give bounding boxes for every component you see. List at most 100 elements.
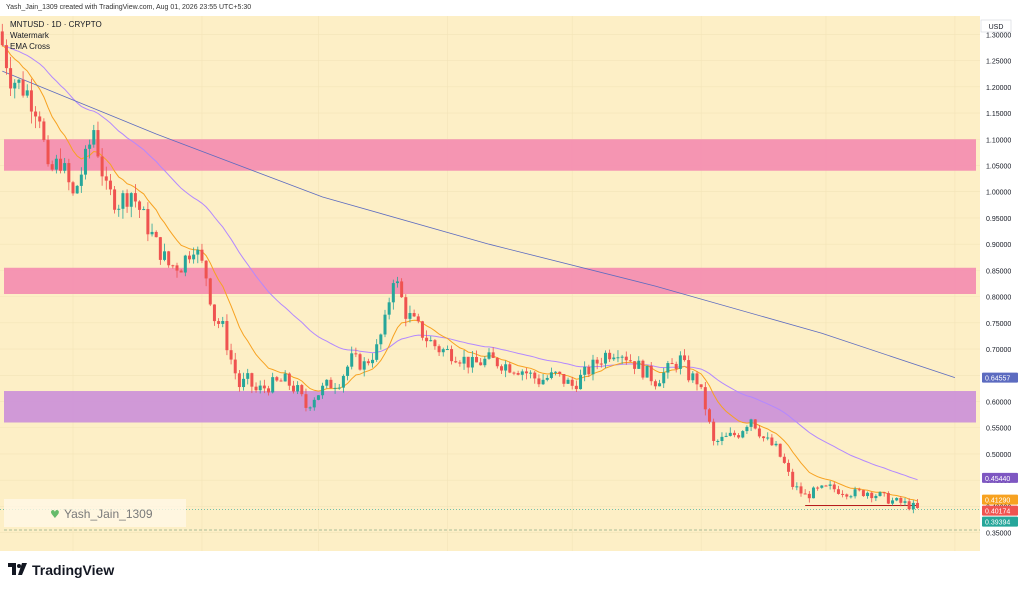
- candle-body: [4, 45, 8, 69]
- candle-body: [117, 208, 121, 210]
- ema-200-line: [2, 70, 956, 378]
- candle-body: [34, 111, 38, 117]
- candle-body: [466, 356, 470, 368]
- candle-body: [383, 314, 387, 335]
- candle-body: [799, 486, 803, 494]
- candle-body: [21, 79, 25, 96]
- candle-body: [595, 359, 599, 364]
- candle-body: [138, 201, 142, 210]
- candle-body: [13, 82, 17, 89]
- candle-body: [608, 352, 612, 360]
- candle-body: [816, 487, 820, 489]
- candle-body: [88, 144, 92, 149]
- candle-body: [886, 493, 890, 504]
- price-label-box: [982, 372, 1018, 383]
- candle-body: [674, 363, 678, 369]
- tradingview-logo-icon: [8, 562, 28, 578]
- candle-body: [878, 492, 882, 496]
- candle-body: [757, 428, 761, 437]
- candle-body: [325, 379, 329, 386]
- candle-body: [504, 364, 508, 371]
- candle-body: [75, 185, 79, 194]
- candle-body: [541, 379, 545, 385]
- candle-body: [599, 363, 603, 365]
- brand-name: TradingView: [32, 562, 115, 578]
- candle-body: [158, 237, 162, 260]
- candle-body: [687, 360, 691, 381]
- chart-caption: Yash_Jain_1309 created with TradingView.…: [6, 4, 252, 11]
- candle-body: [433, 340, 437, 347]
- candle-body: [795, 486, 799, 488]
- candle-body: [454, 361, 458, 363]
- candle-body: [845, 494, 849, 497]
- candle-body: [441, 349, 445, 353]
- y-tick-label: 1.00000: [986, 190, 1011, 197]
- candle-body: [803, 493, 807, 495]
- candles-layer: [0, 23, 919, 514]
- y-tick-label: 0.60000: [986, 400, 1011, 407]
- candle-body: [866, 492, 870, 497]
- candle-body: [308, 407, 312, 409]
- candle-body: [566, 379, 570, 384]
- y-tick-label: 0.75000: [986, 321, 1011, 328]
- candle-body: [591, 359, 595, 375]
- symbol-legend[interactable]: MNTUSD · 1D · CRYPTO: [10, 20, 102, 29]
- candle-body: [836, 489, 840, 494]
- candle-body: [782, 456, 786, 463]
- candle-body: [745, 426, 749, 432]
- currency-label[interactable]: USD: [989, 24, 1004, 31]
- candle-body: [911, 502, 915, 510]
- candle-body: [133, 193, 137, 202]
- candle-body: [666, 363, 670, 373]
- candle-body: [412, 313, 416, 317]
- candle-body: [658, 383, 662, 387]
- price-label-text: 0.45440: [985, 476, 1010, 483]
- price-chart[interactable]: 1.30000 1.25000 1.20000 1.15000 1.10000 1.050…: [0, 16, 1024, 556]
- indicator-legend-watermark[interactable]: Watermark: [10, 31, 49, 40]
- candle-body: [183, 255, 187, 273]
- support-zone[interactable]: [4, 391, 976, 423]
- candle-body: [807, 493, 811, 499]
- candle-body: [495, 357, 499, 367]
- ema-short-line: [1, 44, 918, 502]
- candle-body: [895, 497, 899, 501]
- candle-body: [683, 355, 687, 361]
- candle-body: [79, 174, 83, 186]
- candle-body: [616, 357, 620, 359]
- candle-body: [246, 373, 250, 379]
- candle-body: [882, 492, 886, 494]
- candle-body: [212, 304, 216, 322]
- watermark-box: [4, 499, 186, 527]
- candle-body: [691, 373, 695, 381]
- candle-body: [258, 385, 262, 391]
- candle-body: [524, 371, 528, 374]
- candle-body: [346, 366, 350, 376]
- candle-body: [716, 440, 720, 442]
- candle-body: [641, 360, 645, 378]
- candle-body: [42, 121, 46, 141]
- candle-body: [59, 158, 63, 171]
- candle-body: [192, 254, 196, 260]
- candle-body: [762, 436, 766, 439]
- candle-body: [678, 355, 682, 369]
- watermark-text: Yash_Jain_1309: [64, 507, 153, 521]
- candle-body: [404, 297, 408, 319]
- candle-body: [699, 384, 703, 388]
- candle-body: [371, 359, 375, 364]
- resistance-zone-upper[interactable]: [4, 139, 976, 171]
- indicator-legend-ema-cross[interactable]: EMA Cross: [10, 42, 51, 51]
- price-label-box: [982, 494, 1018, 505]
- tradingview-brand[interactable]: TradingView: [8, 562, 114, 578]
- candle-body: [458, 362, 462, 364]
- candle-body: [720, 436, 724, 441]
- candle-body: [121, 193, 125, 209]
- candle-body: [870, 492, 874, 499]
- candle-body: [603, 352, 607, 364]
- candle-body: [732, 432, 736, 436]
- candle-body: [283, 373, 287, 382]
- candle-body: [537, 378, 541, 385]
- candle-body: [445, 349, 449, 351]
- candle-body: [163, 251, 167, 260]
- resistance-zone-lower[interactable]: [4, 267, 976, 294]
- candle-body: [587, 366, 591, 375]
